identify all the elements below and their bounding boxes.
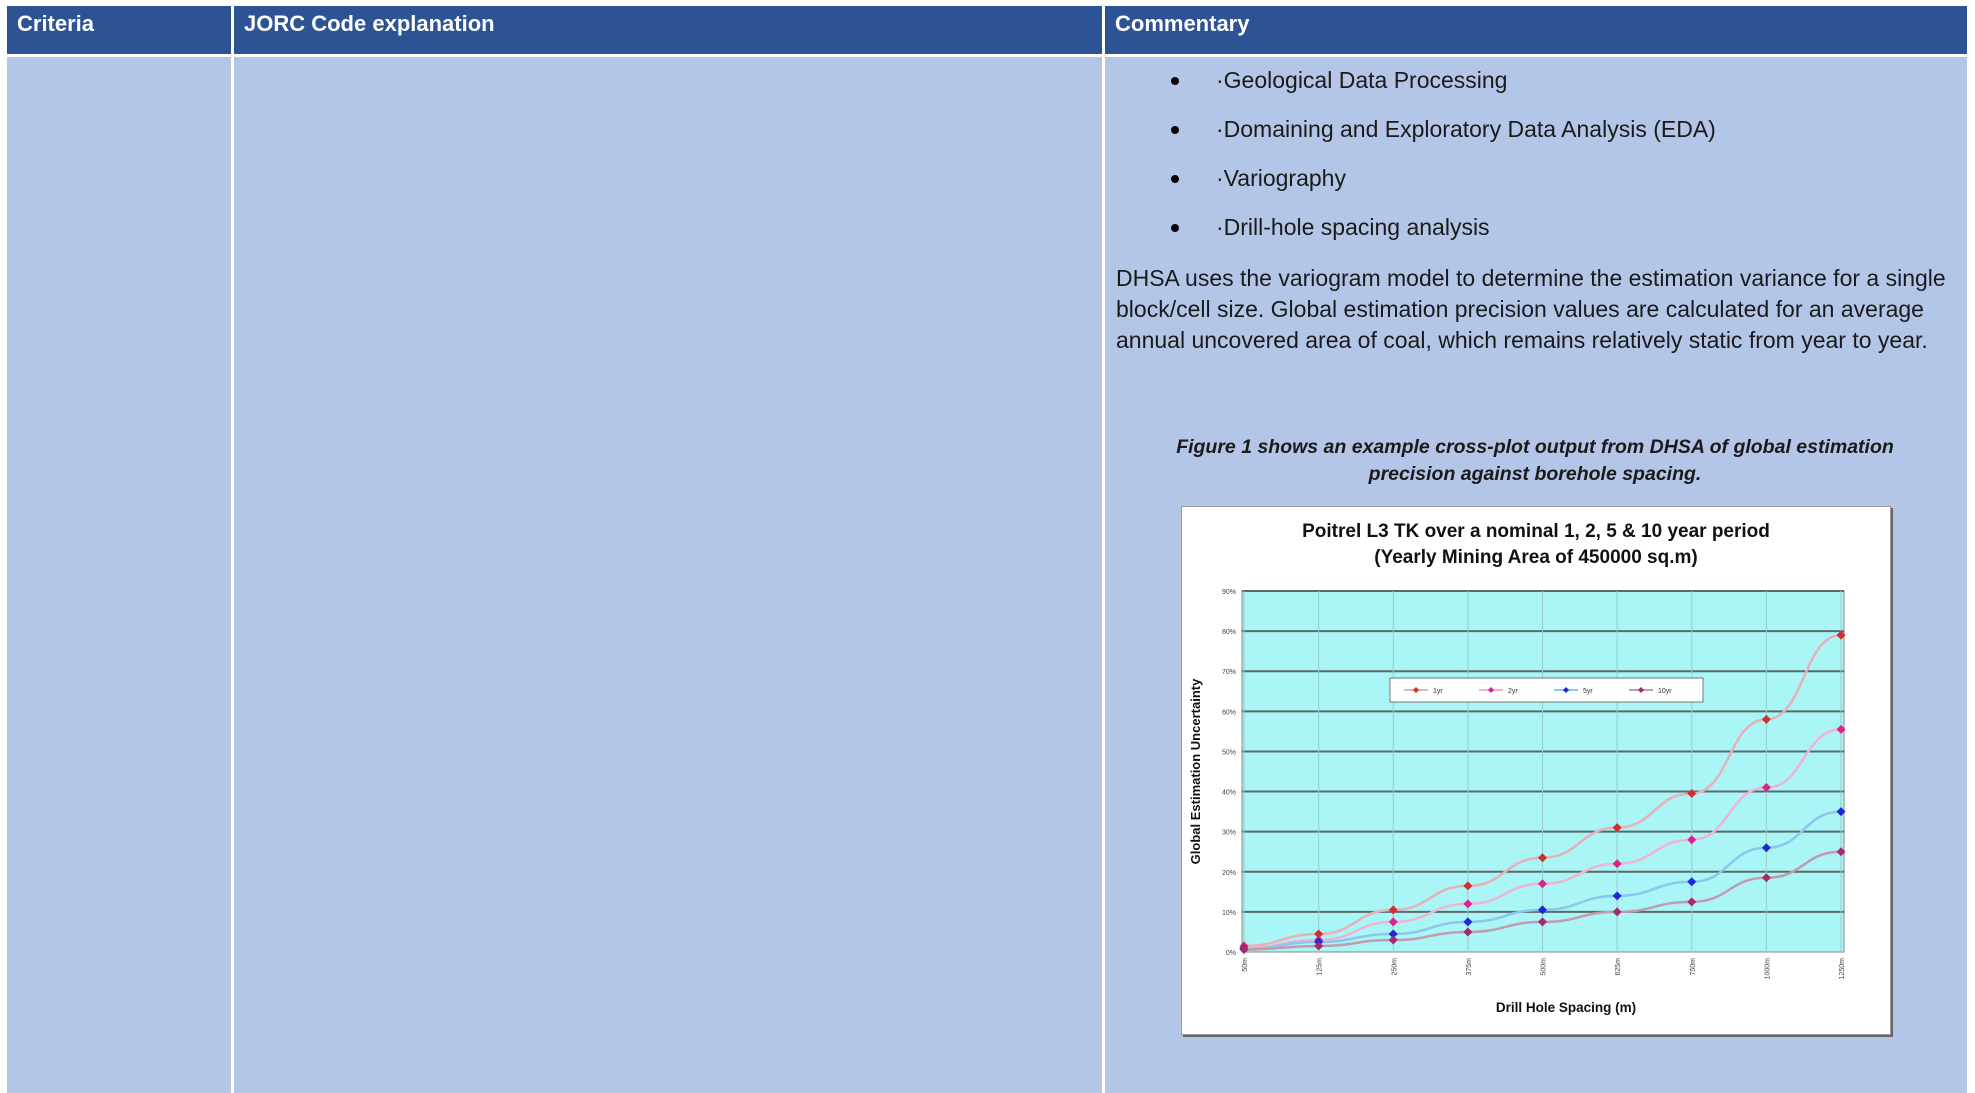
data-point	[1612, 859, 1622, 869]
x-tick-label: 625m	[1615, 958, 1622, 976]
data-point	[1687, 897, 1697, 907]
x-tick-label: 750m	[1690, 958, 1697, 976]
header-criteria: Criteria	[7, 6, 231, 54]
figure-1-chart: Poitrel L3 TK over a nominal 1, 2, 5 & 1…	[1181, 506, 1891, 1035]
data-point	[1463, 917, 1473, 927]
data-point	[1388, 929, 1398, 939]
x-tick-label: 500m	[1541, 958, 1548, 976]
list-item-text: ·Variography	[1216, 165, 1346, 191]
series-10yr	[1239, 847, 1846, 955]
dhsa-paragraph: DHSA uses the variogram model to determi…	[1116, 265, 1946, 353]
series-layer	[1239, 630, 1846, 955]
data-point	[1761, 873, 1771, 883]
y-tick-label: 20%	[1222, 870, 1236, 877]
jorc-explanation-cell	[234, 57, 1102, 1093]
list-item: ·Domaining and Exploratory Data Analysis…	[1105, 114, 1967, 163]
data-point	[1388, 917, 1398, 927]
data-point	[1463, 881, 1473, 891]
data-point	[1687, 877, 1697, 887]
grid-lines	[1242, 590, 1844, 952]
y-axis-label: Global Estimation Uncertainty	[1188, 678, 1203, 864]
data-point	[1612, 823, 1622, 833]
data-point	[1612, 907, 1622, 917]
x-tick-label: 375m	[1466, 958, 1473, 976]
y-tick-labels: 0% 10% 20% 30% 40% 50% 60% 70% 80% 90%	[1222, 589, 1236, 957]
y-tick-label: 40%	[1222, 790, 1236, 797]
data-point	[1314, 941, 1324, 951]
figure-caption: Figure 1 shows an example cross-plot out…	[1176, 436, 1894, 485]
data-point	[1538, 853, 1547, 863]
data-point	[1463, 899, 1473, 909]
y-tick-label: 30%	[1222, 830, 1236, 837]
data-point	[1836, 807, 1846, 817]
chart-title: Poitrel L3 TK over a nominal 1, 2, 5 & 1…	[1302, 521, 1770, 542]
series-1yr	[1239, 630, 1846, 951]
criteria-cell	[7, 57, 231, 1093]
data-point	[1239, 945, 1249, 955]
data-point	[1836, 630, 1846, 640]
header-commentary: Commentary	[1105, 6, 1967, 54]
data-point	[1687, 789, 1697, 799]
list-item-text: ·Drill-hole spacing analysis	[1216, 214, 1490, 240]
legend-label: 1yr	[1433, 688, 1443, 695]
legend-label: 10yr	[1658, 688, 1672, 695]
legend-marker	[1563, 687, 1569, 693]
legend-marker	[1413, 687, 1419, 693]
chart-legend: 1yr 2yr 5yr 10yr	[1389, 677, 1704, 703]
y-tick-label: 70%	[1222, 669, 1236, 676]
data-point	[1314, 929, 1324, 939]
legend-marker	[1488, 687, 1494, 693]
y-tick-label: 10%	[1222, 910, 1236, 917]
data-point	[1388, 905, 1398, 915]
data-point	[1612, 891, 1622, 901]
data-point	[1761, 714, 1771, 724]
x-tick-label: 125m	[1317, 958, 1324, 976]
series-line	[1243, 728, 1842, 950]
legend-marker	[1638, 687, 1644, 693]
bullet-icon	[1171, 224, 1179, 232]
data-point	[1836, 847, 1846, 857]
data-point	[1388, 935, 1398, 945]
data-point	[1463, 927, 1473, 937]
y-tick-label: 80%	[1222, 629, 1236, 636]
legend-label: 5yr	[1583, 688, 1593, 695]
data-point	[1538, 905, 1547, 915]
x-tick-labels: 50m 125m 250m 375m 500m 625m 750m 1000m 1250m	[1242, 958, 1846, 980]
list-item-text: ·Domaining and Exploratory Data Analysis…	[1216, 116, 1716, 142]
list-item-text: ·Geological Data Processing	[1216, 67, 1508, 93]
legend-label: 2yr	[1508, 688, 1518, 695]
data-point	[1538, 917, 1547, 927]
chart-svg: Poitrel L3 TK over a nominal 1, 2, 5 & 1…	[1188, 521, 1846, 1015]
series-line	[1243, 633, 1842, 948]
workflow-bullet-list: ·Geological Data Processing ·Domaining a…	[1105, 65, 1967, 261]
y-tick-label: 50%	[1222, 749, 1236, 756]
bullet-icon	[1171, 77, 1179, 85]
x-tick-label: 250m	[1391, 958, 1398, 976]
bullet-icon	[1171, 175, 1179, 183]
y-tick-label: 60%	[1222, 709, 1236, 716]
data-point	[1836, 724, 1846, 734]
list-item: ·Drill-hole spacing analysis	[1105, 212, 1967, 261]
data-point	[1761, 783, 1771, 793]
series-line	[1243, 850, 1842, 951]
list-item: ·Variography	[1105, 163, 1967, 212]
bullet-icon	[1171, 126, 1179, 134]
chart-subtitle: (Yearly Mining Area of 450000 sq.m)	[1374, 547, 1697, 568]
x-axis-label: Drill Hole Spacing (m)	[1496, 1000, 1636, 1015]
data-point	[1538, 879, 1547, 889]
data-point	[1761, 843, 1771, 853]
data-point	[1687, 835, 1697, 845]
header-jorc-code-explanation: JORC Code explanation	[234, 6, 1102, 54]
x-tick-label: 1250m	[1839, 958, 1846, 980]
x-tick-label: 50m	[1242, 958, 1249, 972]
y-tick-label: 0%	[1226, 950, 1236, 957]
y-tick-label: 90%	[1222, 589, 1236, 596]
x-tick-label: 1000m	[1764, 958, 1771, 980]
list-item: ·Geological Data Processing	[1105, 65, 1967, 114]
